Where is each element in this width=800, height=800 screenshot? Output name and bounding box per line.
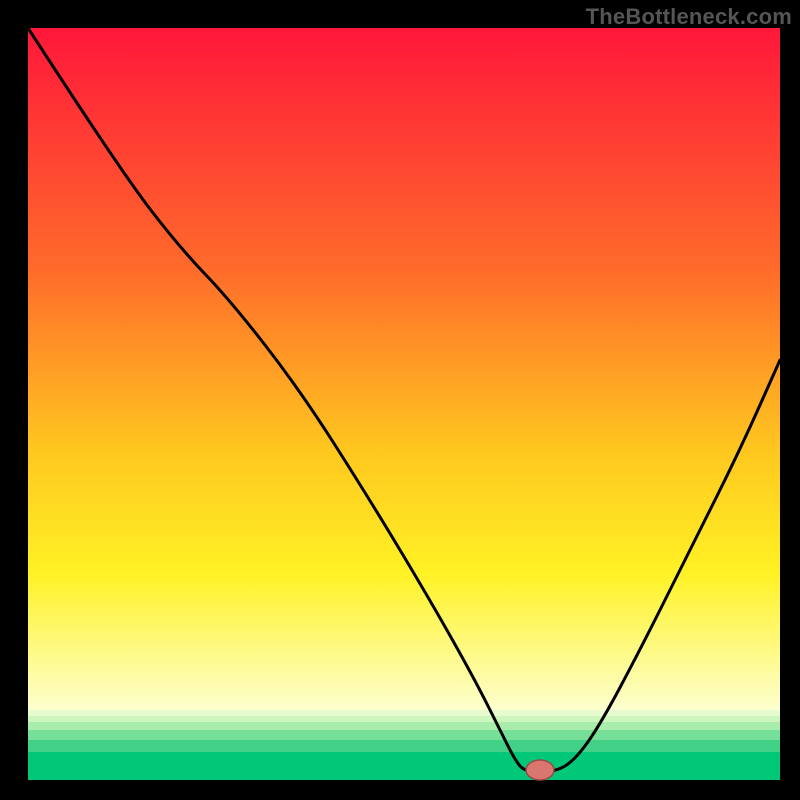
green-stripe — [28, 722, 780, 730]
optimal-point-marker — [526, 760, 554, 780]
green-stripe — [28, 710, 780, 716]
green-stripe — [28, 752, 780, 780]
green-band — [28, 710, 780, 780]
watermark-text: TheBottleneck.com — [586, 4, 792, 30]
bottleneck-chart — [0, 0, 800, 800]
plot-background — [28, 28, 780, 710]
green-stripe — [28, 716, 780, 722]
green-stripe — [28, 730, 780, 740]
green-stripe — [28, 740, 780, 752]
